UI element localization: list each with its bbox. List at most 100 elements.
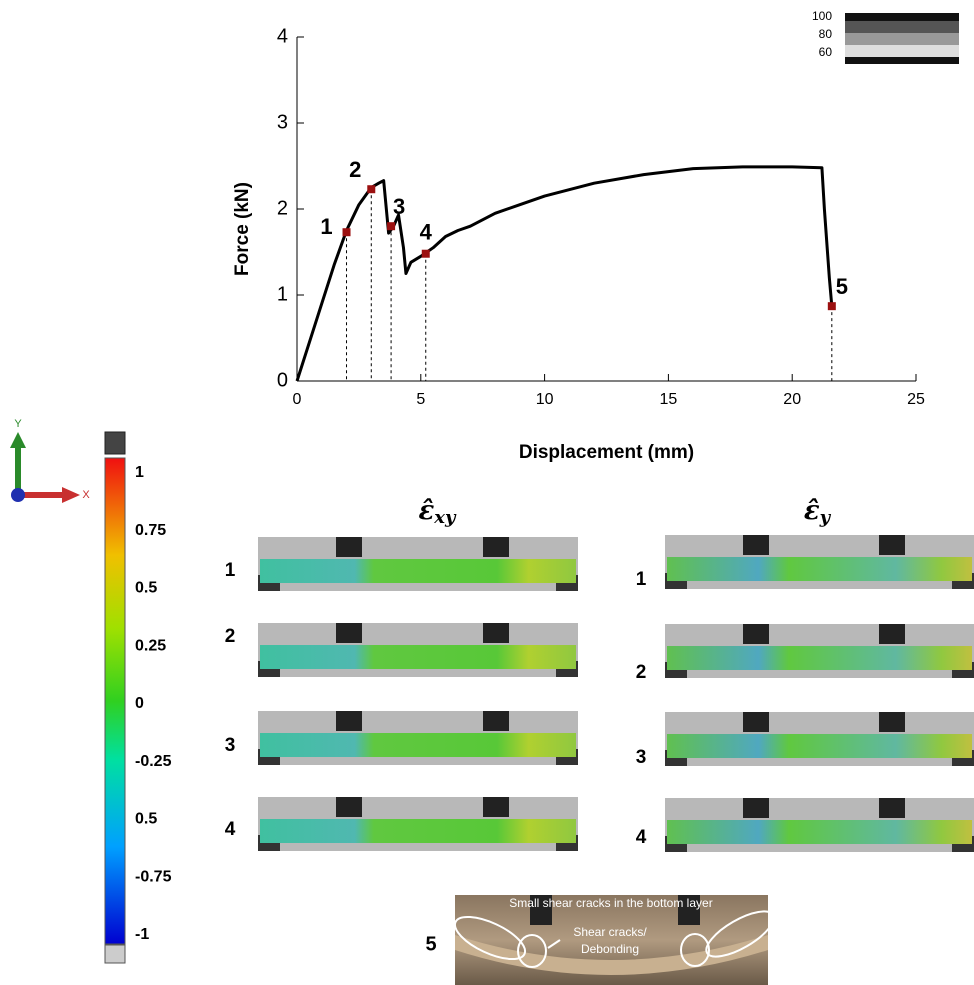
legend-swatch (845, 21, 959, 33)
panel-strain-field (667, 646, 972, 670)
y-tick-label: 3 (277, 111, 288, 133)
photo-circle (680, 933, 710, 967)
panel-strain-field (260, 559, 576, 583)
row-label: 1 (636, 569, 647, 590)
triad-y-label: Y (14, 418, 22, 430)
point-marker (827, 302, 836, 311)
colorbar-label: 0.75 (135, 522, 166, 539)
triad-y (15, 440, 21, 490)
panel-fixture (336, 711, 362, 731)
column-title-symbol: ε̂ (418, 496, 434, 526)
x-tick-label: 25 (907, 391, 925, 408)
point-label: 1 (320, 214, 332, 239)
x-axis-label: Displacement (mm) (519, 442, 694, 463)
panel-strain-field (667, 734, 972, 758)
row-label: 2 (225, 626, 236, 647)
row-label: 3 (636, 747, 647, 768)
triad-origin (11, 488, 25, 502)
y-tick-label: 1 (277, 283, 288, 305)
panel-strain-field (260, 733, 576, 757)
force-curve (295, 165, 834, 382)
panel-fixture (483, 537, 509, 557)
legend-label: 100 (812, 9, 832, 23)
colorbar-ramp (104, 457, 126, 945)
column-title-subscript: xy (433, 507, 457, 528)
colorbar-under (104, 944, 126, 964)
point-label: 4 (420, 220, 433, 245)
row-label: 1 (225, 560, 236, 581)
photo-annotation: Debonding (581, 942, 639, 956)
x-tick-label: 20 (783, 391, 801, 408)
legend-label: 60 (819, 45, 833, 59)
y-tick-label: 2 (277, 197, 288, 219)
row-label: 3 (225, 735, 236, 756)
x-tick-label: 10 (536, 391, 554, 408)
panel-fixture (879, 624, 905, 644)
panel-fixture (743, 712, 769, 732)
photo-label: 5 (425, 933, 436, 955)
legend-label: 80 (819, 27, 833, 41)
point-label: 5 (836, 274, 848, 299)
x-tick-label: 0 (293, 391, 302, 408)
panel-fixture (879, 712, 905, 732)
panel-strain-field (667, 557, 972, 581)
panel-fixture (483, 623, 509, 643)
y-tick-label: 4 (277, 25, 288, 47)
panel-fixture (743, 624, 769, 644)
photo-annotation: Small shear cracks in the bottom layer (509, 896, 712, 910)
point-marker (342, 228, 351, 237)
triad-x (18, 492, 70, 498)
column-title: ε̂xy (418, 496, 457, 528)
panel-fixture (336, 537, 362, 557)
row-label: 4 (636, 827, 647, 848)
photo-arrow (547, 939, 561, 949)
column-title-symbol: ε̂ (804, 496, 820, 526)
column-title-subscript: y (819, 507, 832, 528)
point-label: 2 (349, 157, 361, 182)
row-label: 2 (636, 662, 647, 683)
colorbar (104, 431, 126, 964)
legend-swatch (845, 45, 959, 57)
x-tick-label: 5 (416, 391, 425, 408)
y-tick-label: 0 (277, 369, 288, 391)
point-marker (367, 185, 376, 194)
colorbar-label: -1 (135, 926, 149, 943)
row-label: 4 (225, 819, 236, 840)
panel-fixture (483, 711, 509, 731)
colorbar-labels: 1 0.75 0.5 0.25 0 -0.25 0.5 -0.75 -1 (135, 464, 172, 943)
panel-strain-field (260, 645, 576, 669)
panel-fixture (879, 798, 905, 818)
failure-photo: Small shear cracks in the bottom layer S… (425, 895, 775, 985)
axis-triad: Y X (10, 418, 90, 503)
point-marker (421, 249, 430, 258)
triad-x-label: X (82, 489, 90, 501)
triad-x-head (62, 487, 80, 503)
colorbar-label: -0.75 (135, 868, 172, 885)
y-axis-label: Force (kN) (232, 182, 253, 276)
colorbar-over (104, 431, 126, 455)
colorbar-label: -0.25 (135, 753, 172, 770)
point-label: 3 (393, 194, 405, 219)
scale-legend: 100 80 60 (812, 9, 959, 64)
photo-circle (517, 934, 547, 968)
panel-fixture (336, 623, 362, 643)
legend-swatch (845, 57, 959, 64)
panel-strain-field (260, 819, 576, 843)
legend-swatch (845, 13, 959, 21)
photo-annotation: Shear cracks/ (573, 925, 647, 939)
photo-fixture (678, 895, 700, 925)
photo-circle (453, 915, 527, 961)
x-tick-label: 15 (660, 391, 678, 408)
triad-y-head (10, 432, 26, 448)
photo-fixture (530, 895, 552, 925)
colorbar-label: 1 (135, 464, 144, 481)
point-marker (387, 222, 396, 231)
column-title: ε̂y (804, 496, 832, 528)
colorbar-label: 0 (135, 695, 144, 712)
colorbar-label: 0.5 (135, 580, 157, 597)
panel-fixture (336, 797, 362, 817)
panel-fixture (483, 797, 509, 817)
